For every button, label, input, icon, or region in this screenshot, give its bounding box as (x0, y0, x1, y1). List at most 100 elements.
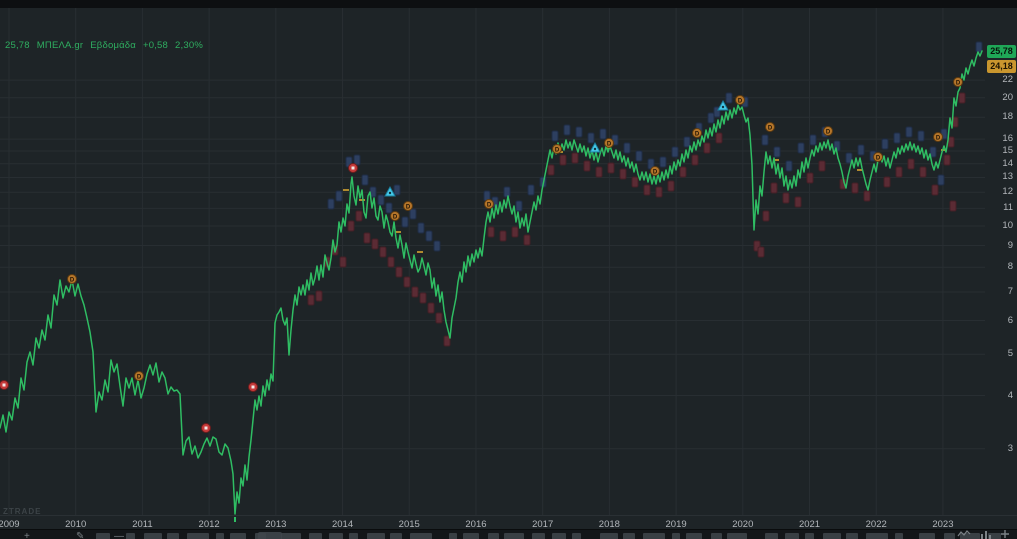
toolbar-cropped-item[interactable] (552, 533, 566, 539)
toolbar-cropped-item[interactable] (230, 533, 246, 539)
event-pill-navy[interactable] (623, 142, 631, 154)
dividend-marker[interactable] (735, 95, 745, 105)
toolbar-cropped-item[interactable] (488, 533, 499, 539)
event-pill-maroon[interactable] (655, 186, 663, 198)
event-pill-maroon[interactable] (411, 286, 419, 298)
toolbar-cropped-item[interactable] (144, 533, 162, 539)
toolbar-cropped-item[interactable] (329, 533, 343, 539)
dividend-marker[interactable] (953, 77, 963, 87)
alert-triangle-marker[interactable] (384, 185, 396, 197)
event-pill-maroon[interactable] (949, 200, 957, 212)
event-pill-maroon[interactable] (806, 172, 814, 184)
event-pill-maroon[interactable] (895, 166, 903, 178)
toolbar-cropped-item[interactable] (672, 533, 680, 539)
event-pill-maroon[interactable] (619, 168, 627, 180)
event-pill-maroon[interactable] (363, 232, 371, 244)
event-pill-navy[interactable] (893, 132, 901, 144)
event-pill-navy[interactable] (761, 134, 769, 146)
toolbar-cropped-item[interactable] (309, 533, 322, 539)
event-pill-navy[interactable] (809, 134, 817, 146)
event-pill-maroon[interactable] (511, 226, 519, 238)
dividend-marker[interactable] (403, 201, 413, 211)
event-pill-navy[interactable] (797, 142, 805, 154)
alert-triangle-marker[interactable] (717, 99, 729, 111)
event-pill-maroon[interactable] (757, 246, 765, 258)
crosshair-icon[interactable]: + (24, 531, 30, 539)
event-pill-maroon[interactable] (559, 154, 567, 166)
dividend-marker[interactable] (823, 126, 833, 136)
toolbar-cropped-item[interactable] (686, 533, 702, 539)
toolbar-cropped-item[interactable] (944, 533, 955, 539)
event-pill-navy[interactable] (881, 138, 889, 150)
event-pill-maroon[interactable] (631, 176, 639, 188)
dividend-marker[interactable] (552, 144, 562, 154)
price-axis[interactable]: 22 20 18 16 15 14 13 12 11 10 9 8 7 6 5 4 3 (985, 0, 1017, 515)
toolbar-cropped-item[interactable] (255, 533, 266, 539)
event-pill-maroon[interactable] (387, 256, 395, 268)
event-pill-navy[interactable] (773, 146, 781, 158)
time-axis[interactable]: 2009 2010 2011 2012 2013 2014 2015 2016 2017 2018… (0, 515, 1017, 530)
toolbar-cropped-item[interactable] (216, 533, 224, 539)
event-pill-maroon[interactable] (762, 210, 770, 222)
toolbar-cropped-item[interactable] (727, 533, 747, 539)
event-pill-navy[interactable] (563, 124, 571, 136)
event-pill-maroon[interactable] (931, 184, 939, 196)
toolbar-cropped-item[interactable] (785, 533, 799, 539)
event-pill-maroon[interactable] (691, 154, 699, 166)
toolbar-cropped-item[interactable] (349, 533, 358, 539)
event-pill-maroon[interactable] (339, 256, 347, 268)
event-pill-maroon[interactable] (919, 166, 927, 178)
toolbar-cropped-item[interactable] (504, 533, 524, 539)
event-pill-maroon[interactable] (958, 92, 966, 104)
event-pill-navy[interactable] (425, 230, 433, 242)
toolbar-chip[interactable] (258, 532, 282, 539)
event-pill-maroon[interactable] (443, 335, 451, 347)
event-pill-maroon[interactable] (523, 234, 531, 246)
event-pill-maroon[interactable] (770, 182, 778, 194)
toolbar-cropped-item[interactable] (410, 533, 432, 539)
dividend-marker[interactable] (873, 152, 883, 162)
toolbar-cropped-item[interactable] (572, 533, 581, 539)
event-pill-maroon[interactable] (863, 190, 871, 202)
event-pill-maroon[interactable] (403, 276, 411, 288)
toolbar-cropped-item[interactable] (960, 533, 980, 539)
volume-bars-icon[interactable] (980, 529, 992, 539)
toolbar-cropped-item[interactable] (449, 533, 457, 539)
event-pill-navy[interactable] (503, 186, 511, 198)
toolbar-cropped-item[interactable] (805, 533, 814, 539)
event-pill-navy[interactable] (785, 160, 793, 172)
toolbar-cropped-item[interactable] (600, 533, 618, 539)
event-pill-maroon[interactable] (703, 142, 711, 154)
toolbar-cropped-item[interactable] (866, 533, 888, 539)
legend-timeframe[interactable]: Εβδομάδα (90, 40, 136, 51)
event-pill-navy[interactable] (393, 184, 401, 196)
toolbar-cropped-item[interactable] (895, 533, 903, 539)
event-pill-navy[interactable] (857, 144, 865, 156)
toolbar-cropped-item[interactable] (463, 533, 479, 539)
event-pill-maroon[interactable] (883, 176, 891, 188)
event-pill-navy[interactable] (975, 41, 983, 53)
event-pill-maroon[interactable] (818, 160, 826, 172)
event-pill-navy[interactable] (433, 240, 441, 252)
event-pill-maroon[interactable] (794, 196, 802, 208)
toolbar-cropped-item[interactable] (643, 533, 665, 539)
dividend-marker[interactable] (765, 122, 775, 132)
event-pill-maroon[interactable] (679, 166, 687, 178)
event-pill-maroon[interactable] (419, 292, 427, 304)
event-pill-navy[interactable] (361, 174, 369, 186)
event-pill-maroon[interactable] (643, 184, 651, 196)
event-pill-navy[interactable] (707, 112, 715, 124)
toolbar-cropped-item[interactable] (126, 533, 135, 539)
toolbar-cropped-item[interactable] (167, 533, 179, 539)
dividend-marker[interactable] (134, 371, 144, 381)
event-pill-navy[interactable] (527, 184, 535, 196)
event-pill-navy[interactable] (929, 146, 937, 158)
event-pill-navy[interactable] (725, 92, 733, 104)
event-pill-maroon[interactable] (851, 182, 859, 194)
chart-footer-icons[interactable] (957, 529, 1011, 539)
event-pill-maroon[interactable] (943, 154, 951, 166)
toolbar-cropped-item[interactable] (823, 533, 841, 539)
event-pill-navy[interactable] (845, 152, 853, 164)
event-pill-navy[interactable] (385, 202, 393, 214)
